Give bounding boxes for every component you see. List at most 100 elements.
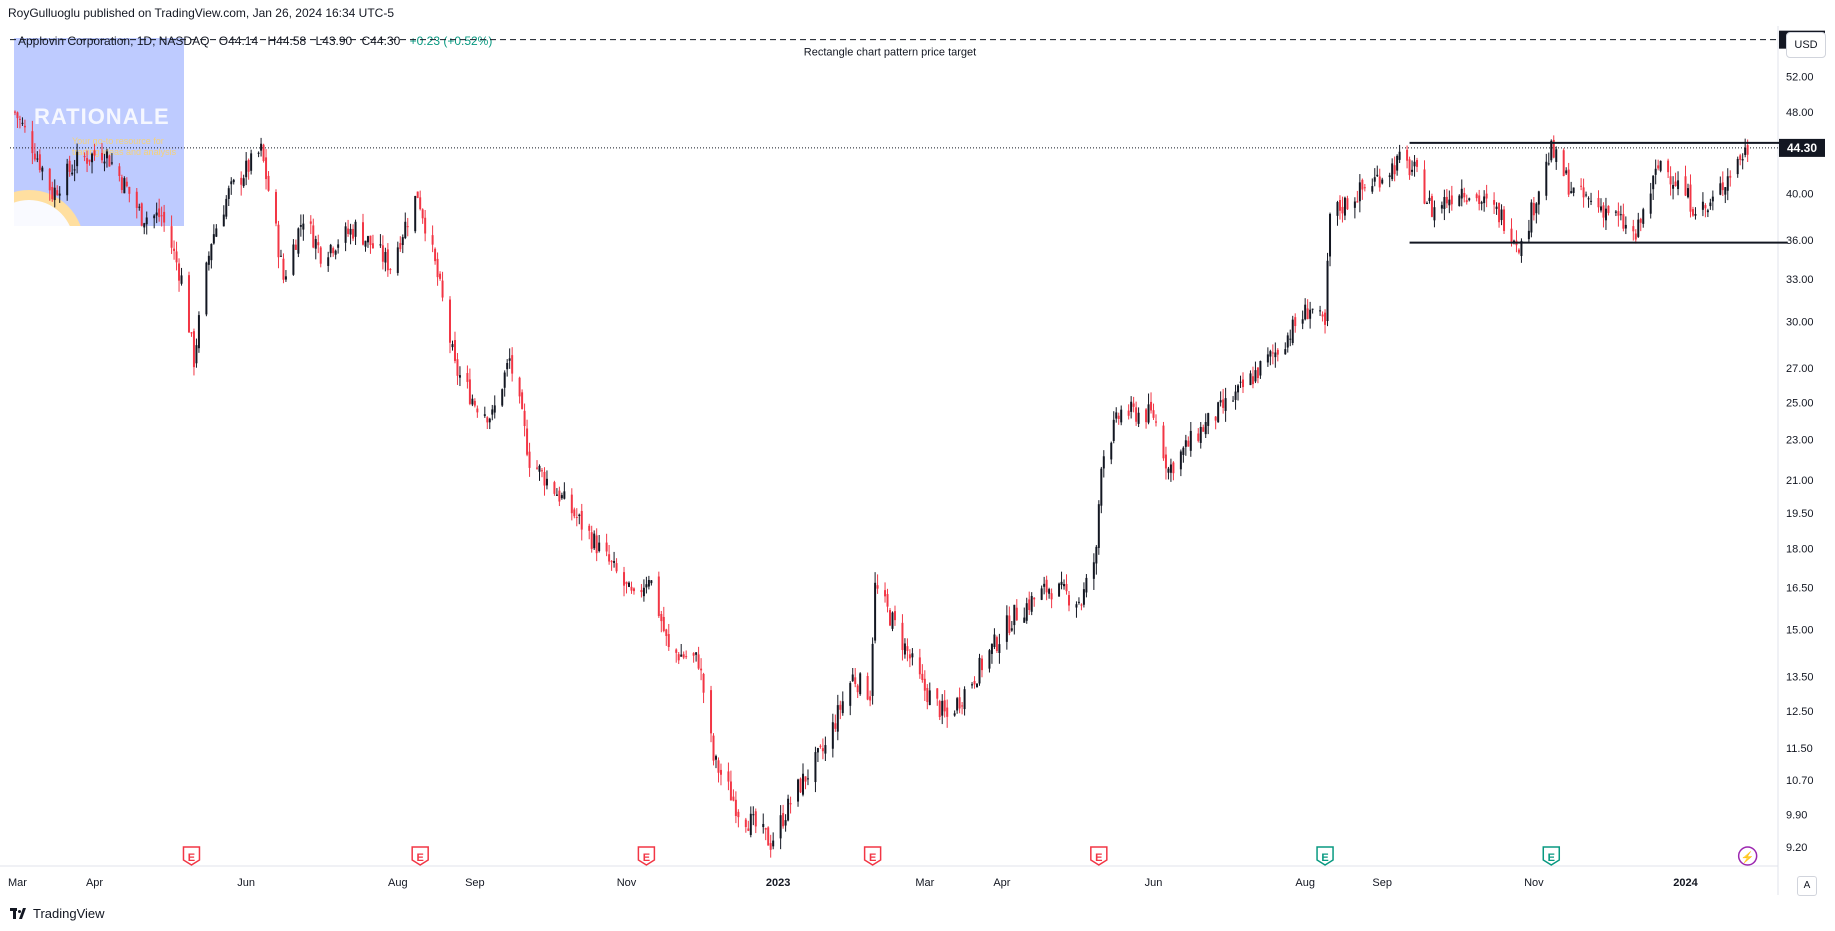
candle-body <box>488 418 491 423</box>
candle-body <box>1659 160 1662 171</box>
dividend-marker-icon <box>1737 846 1758 866</box>
x-tick-label: Jun <box>1145 877 1163 889</box>
candle-body <box>841 701 844 714</box>
x-tick-label: Apr <box>993 877 1010 889</box>
candle-body <box>903 643 906 655</box>
watermark-subtitle: Your go-to resource for trading ideas an… <box>72 136 177 157</box>
candle-body <box>267 175 270 191</box>
candle-body <box>449 299 452 343</box>
candle-body <box>1639 218 1642 223</box>
candle-body <box>1137 412 1140 424</box>
candle-body <box>1329 213 1332 257</box>
candle-body <box>299 225 302 227</box>
candle-body <box>1674 181 1677 187</box>
candle-body <box>695 652 698 655</box>
watermark-title: RATIONALE <box>34 104 170 129</box>
candle-body <box>73 169 76 171</box>
y-tick-label: 23.00 <box>1786 435 1814 447</box>
candle-body <box>754 811 757 827</box>
candle-body <box>732 796 735 801</box>
candle-body <box>1045 579 1048 593</box>
candle-body <box>1147 404 1150 423</box>
candle-body <box>1744 147 1747 155</box>
candle-body <box>103 161 106 164</box>
candle-body <box>980 658 983 671</box>
open-value: O44.14 <box>218 34 259 48</box>
candle-body <box>1503 209 1506 231</box>
candle-body <box>1363 187 1366 189</box>
candle-body <box>1562 150 1565 176</box>
candle-body <box>180 275 183 284</box>
symbol-legend[interactable]: Applovin Corporation, 1D, NASDAQ O44.14 … <box>18 34 492 48</box>
candle-body <box>1483 196 1486 204</box>
candle-body <box>1291 319 1294 344</box>
candle-body <box>1239 381 1242 383</box>
tradingview-logo[interactable]: TradingView <box>10 906 105 921</box>
candle-body <box>170 226 173 248</box>
candle-body <box>1100 468 1103 506</box>
x-tick-label: Aug <box>1295 877 1315 889</box>
candle-body <box>1207 413 1210 426</box>
candle-body <box>1164 454 1167 469</box>
candle-body <box>943 700 946 712</box>
candle-body <box>260 143 263 151</box>
candle-body <box>1607 205 1610 214</box>
x-tick-label: Apr <box>86 877 103 889</box>
candle-body <box>854 677 857 685</box>
candle-body <box>623 572 626 586</box>
candle-body <box>1706 210 1709 213</box>
candle-body <box>1356 201 1359 203</box>
auto-scale-button[interactable]: A <box>1797 876 1817 896</box>
candle-body <box>787 798 790 821</box>
candle-body <box>1686 188 1689 198</box>
candle-body <box>476 408 479 413</box>
candle-body <box>21 122 24 124</box>
candle-body <box>1689 184 1692 212</box>
candle-body <box>1060 581 1063 586</box>
candle-body <box>1338 200 1341 211</box>
x-tick-label: 2023 <box>766 877 790 889</box>
published-header: RoyGulluoglu published on TradingView.co… <box>8 6 395 20</box>
y-tick-label: 48.00 <box>1786 107 1814 119</box>
candle-body <box>799 778 802 793</box>
x-tick-label: Nov <box>1524 877 1544 889</box>
candle-body <box>160 215 163 217</box>
y-tick-label: 52.00 <box>1786 72 1814 84</box>
high-value: H44.58 <box>267 34 307 48</box>
candle-body <box>205 262 208 315</box>
candle-body <box>1080 604 1083 606</box>
currency-button[interactable]: USD <box>1786 32 1826 58</box>
candle-body <box>1025 603 1028 621</box>
candle-body <box>545 478 548 486</box>
candle-body <box>926 687 929 703</box>
candle-body <box>1358 182 1361 202</box>
candle-body <box>1169 464 1172 473</box>
y-tick-label: 11.50 <box>1786 743 1813 755</box>
candle-body <box>401 237 404 246</box>
candle-body <box>580 510 583 530</box>
symbol-name[interactable]: Applovin Corporation, 1D, NASDAQ <box>18 34 210 48</box>
candle-body <box>1565 170 1568 174</box>
y-tick-label: 21.00 <box>1786 475 1814 487</box>
candle-body <box>314 239 317 249</box>
candle-body <box>946 707 949 717</box>
candle-body <box>961 705 964 707</box>
candle-body <box>1537 191 1540 205</box>
candle-body <box>1065 583 1068 592</box>
candle-body <box>573 509 576 517</box>
y-tick-label: 27.00 <box>1786 363 1814 375</box>
candle-body <box>804 776 807 782</box>
candle-body <box>806 778 809 780</box>
candle-body <box>526 428 529 455</box>
candle-body <box>1510 228 1513 243</box>
candle-body <box>1301 319 1304 324</box>
candle-body <box>665 629 668 636</box>
candle-body <box>1234 391 1237 400</box>
candle-body <box>451 344 454 348</box>
earnings-marker-label: E <box>188 852 195 864</box>
candle-body <box>764 828 767 830</box>
candle-body <box>819 745 822 747</box>
candle-body <box>1667 160 1670 173</box>
candle-body <box>86 158 89 164</box>
